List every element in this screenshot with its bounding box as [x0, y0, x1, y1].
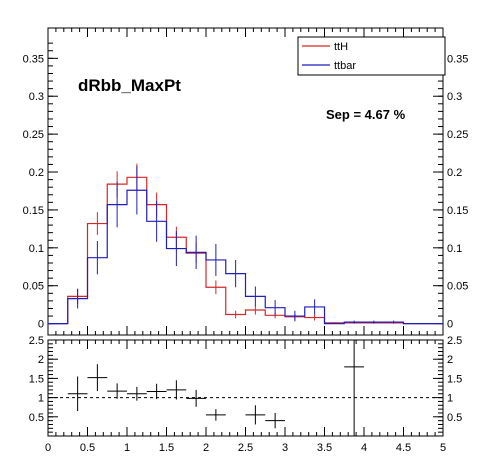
upper-y-tick-label: 0.3 [29, 91, 44, 103]
ratio-point [87, 364, 108, 392]
ratio-point [344, 340, 364, 436]
ratio-y-tick-label-right: 1.5 [447, 373, 462, 385]
ratio-y-tick-label: 1.5 [29, 373, 44, 385]
ratio-x-axis: 0 0.5 1 1.5 2 2.5 3 3.5 4 4.5 5 [45, 340, 446, 454]
chart-title: dRbb_MaxPt [78, 76, 181, 95]
ratio-point [107, 383, 127, 399]
upper-y-tick-label-right: 0 [447, 319, 453, 331]
ratio-x-tick-label: 4 [361, 442, 367, 454]
ratio-x-tick-label: 1.5 [159, 442, 174, 454]
ratio-x-tick-label: 2 [203, 442, 209, 454]
ratio-point [127, 386, 147, 401]
separation-annotation: Sep = 4.67 % [326, 107, 406, 122]
ratio-point [166, 380, 187, 400]
ratio-x-tick-label: 4.5 [396, 442, 411, 454]
ratio-x-tick-label: 2.5 [238, 442, 253, 454]
ratio-point [206, 409, 226, 421]
upper-y-tick-label: 0.05 [23, 281, 44, 293]
ratio-point [245, 405, 266, 425]
ratio-y-tick-label: 2.5 [29, 335, 44, 347]
ratio-x-tick-label: 3 [282, 442, 288, 454]
ratio-x-tick-label: 0.5 [80, 442, 95, 454]
histogram-series [48, 163, 443, 325]
ratio-x-tick-label: 0 [45, 442, 51, 454]
histogram-line-tth [48, 176, 443, 325]
upper-y-tick-label-right: 0.15 [447, 205, 468, 217]
ratio-y-tick-label-right: 1 [447, 393, 453, 405]
legend-box [297, 36, 446, 76]
legend-label-tth: ttH [334, 41, 348, 53]
legend-label-ttbar: ttbar [334, 60, 356, 72]
upper-y-tick-label: 0 [38, 319, 44, 331]
ratio-panel: 0.5 0.5 1 1 1.5 1.5 2 2 2.5 2.5 0 0.5 1 1.5 2 2.5 3 3.5 4… [29, 335, 463, 454]
upper-y-tick-label-right: 0.3 [447, 91, 462, 103]
upper-y-tick-label-right: 0.35 [447, 53, 468, 65]
ratio-point [146, 383, 167, 400]
ratio-y-tick-label: 1 [38, 393, 44, 405]
histogram-line-ttbar [48, 189, 443, 325]
ratio-y-tick-label-right: 2 [447, 354, 453, 366]
upper-y-tick-label-right: 0.2 [447, 167, 462, 179]
ratio-x-tick-label: 3.5 [317, 442, 332, 454]
upper-panel: 0 0 0.05 0.05 0.1 0.1 0.15 0.15 0.2 0.2 0.25 0.25 0.… [23, 27, 468, 336]
upper-y-tick-label-right: 0.1 [447, 243, 462, 255]
ratio-point [67, 376, 88, 412]
upper-x-axis [47, 28, 444, 335]
upper-y-tick-label: 0.1 [29, 243, 44, 255]
upper-y-tick-label: 0.2 [29, 167, 44, 179]
ratio-y-tick-label: 0.5 [29, 412, 44, 424]
upper-y-tick-label-right: 0.05 [447, 281, 468, 293]
upper-y-tick-label-right: 0.25 [447, 129, 468, 141]
ratio-x-tick-label: 1 [124, 442, 130, 454]
upper-y-tick-label: 0.25 [23, 129, 44, 141]
upper-y-tick-label: 0.15 [23, 205, 44, 217]
ratio-point [265, 412, 285, 429]
ratio-y-tick-label-right: 2.5 [447, 335, 462, 347]
series-ttbar [48, 165, 443, 325]
ratio-points [67, 340, 364, 436]
upper-y-tick-label: 0.35 [23, 53, 44, 65]
legend: ttH ttbar [297, 36, 446, 76]
ratio-y-tick-label: 2 [38, 354, 44, 366]
ratio-y-tick-label-right: 0.5 [447, 412, 462, 424]
ratio-x-tick-label: 5 [440, 442, 446, 454]
ratio-point [186, 389, 206, 407]
ratio-y-axis: 0.5 0.5 1 1 1.5 1.5 2 2 2.5 2.5 [29, 335, 462, 433]
upper-y-axis: 0 0 0.05 0.05 0.1 0.1 0.15 0.15 0.2 0.2 0.25 0.25 0.… [23, 42, 468, 331]
